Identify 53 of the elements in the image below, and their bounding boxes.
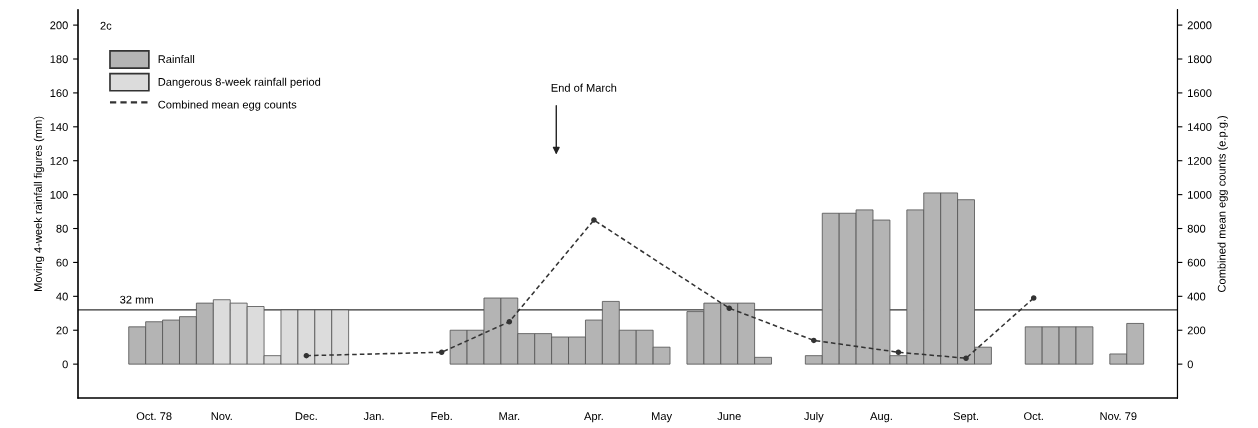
- x-tick-label: June: [717, 412, 741, 421]
- annotation: 2c: [100, 21, 112, 30]
- y-tick-label: 20: [56, 326, 68, 335]
- y-tick-label: 160: [50, 89, 68, 98]
- x-tick-label: July: [804, 411, 824, 423]
- point: [591, 217, 597, 223]
- point: [811, 337, 817, 344]
- x-tick-label: May: [651, 412, 673, 423]
- point: [1030, 295, 1037, 301]
- y-axis-title: Moving 4-week rainfall figures (mm): [33, 116, 45, 292]
- x-tick-label: Feb.: [431, 411, 452, 421]
- y2-tick-label: 1600: [1188, 89, 1212, 98]
- y-tick-label: 200: [50, 21, 68, 30]
- y-tick-label: 180: [50, 55, 68, 64]
- y2-tick-label: 2000: [1187, 21, 1212, 30]
- x-tick-label: Dec.: [295, 412, 317, 421]
- y2-tick-label: 600: [1187, 258, 1206, 267]
- y2-tick-label: 400: [1187, 292, 1206, 301]
- x-tick-label: Oct. 78: [136, 412, 172, 421]
- x-tick-label: Aug.: [870, 412, 892, 423]
- y2-tick-label: 1400: [1188, 123, 1212, 131]
- legend-label: Dangerous 8-week rainfall period: [158, 77, 321, 89]
- x-tick-label: Oct.: [1024, 412, 1043, 421]
- annotation: End of March: [551, 83, 617, 92]
- y2-tick-label: 800: [1187, 224, 1206, 233]
- y2-tick-label: 1000: [1188, 190, 1212, 199]
- x-tick-label: Nov. 79: [1100, 412, 1137, 421]
- point: [963, 355, 969, 361]
- x-tick-label: Apr.: [584, 412, 603, 423]
- x-tick-label: Nov.: [211, 412, 232, 421]
- y2-tick-label: 200: [1187, 326, 1206, 335]
- y-tick-label: 0: [62, 360, 68, 369]
- y2-axis-title: Combined mean egg counts (e.p.g.): [1217, 115, 1228, 292]
- x-tick-label: Mar.: [499, 412, 520, 421]
- y-tick-label: 140: [50, 123, 68, 131]
- legend-label: Rainfall: [158, 54, 195, 64]
- point: [895, 349, 902, 356]
- y2-tick-label: 1800: [1188, 55, 1212, 64]
- point: [506, 318, 513, 325]
- y-tick-label: 100: [50, 190, 68, 199]
- x-tick-label: Sept.: [953, 412, 979, 423]
- legend-label: Combined mean egg counts: [158, 100, 297, 111]
- x-tick-label: Jan.: [363, 412, 384, 421]
- point: [303, 352, 310, 359]
- y-tick-label: 60: [56, 258, 68, 267]
- y-tick-label: 40: [56, 292, 68, 301]
- y2-tick-label: 1200: [1188, 156, 1212, 165]
- ref-line-label: 32 mm: [120, 295, 153, 304]
- y2-tick-label: 0: [1187, 360, 1193, 369]
- y-tick-label: 120: [50, 156, 68, 165]
- y-tick-label: 80: [56, 224, 68, 233]
- point: [726, 305, 733, 311]
- point: [438, 349, 445, 356]
